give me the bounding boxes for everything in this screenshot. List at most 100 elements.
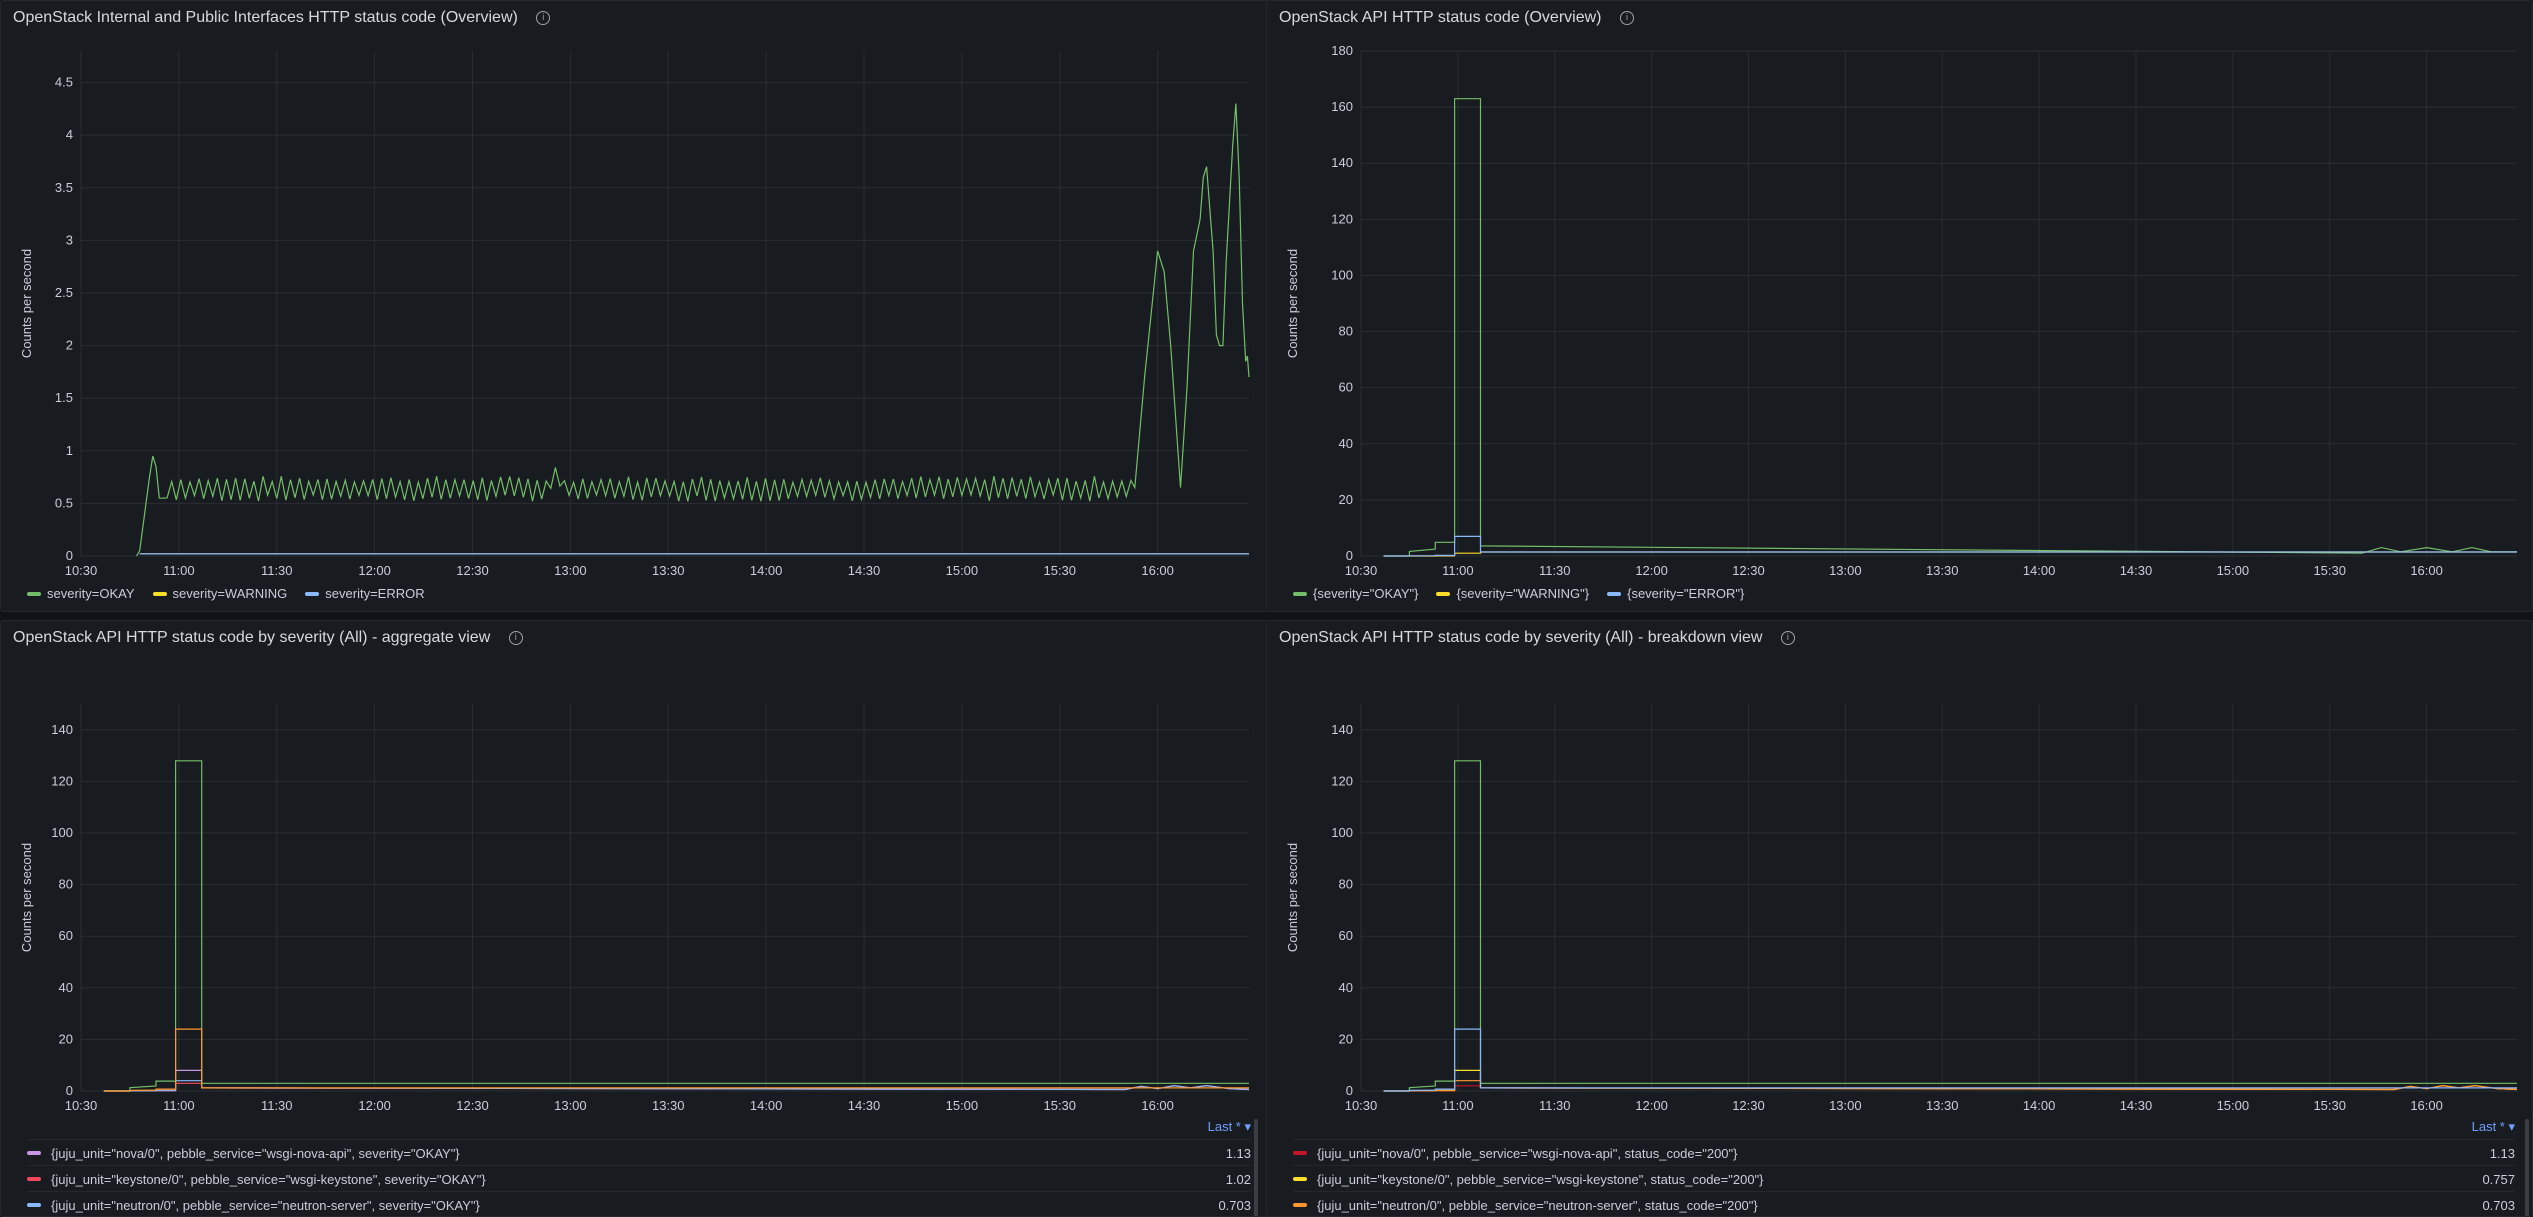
series-line-unlabeled-4 (1383, 1028, 2517, 1092)
x-tick-label: 10:30 (65, 563, 98, 578)
legend-row-neutron[interactable]: {juju_unit="neutron/0", pebble_service="… (27, 1191, 1251, 1216)
x-tick-label: 15:00 (2217, 1098, 2250, 1113)
x-tick-label: 12:00 (1635, 1098, 1668, 1113)
legend-swatch (1436, 591, 1451, 596)
y-tick-label: 140 (1331, 722, 1353, 737)
panel-title[interactable]: OpenStack API HTTP status code by severi… (1279, 629, 1795, 647)
panel-title[interactable]: OpenStack API HTTP status code by severi… (13, 629, 523, 647)
panel-breakdown-view[interactable]: OpenStack API HTTP status code by severi… (1266, 620, 2533, 1217)
legend-label: severity=WARNING (172, 586, 288, 601)
x-tick-label: 12:00 (1635, 563, 1668, 578)
x-tick-label: 15:30 (2313, 1098, 2346, 1113)
x-tick-label: 16:00 (1141, 563, 1174, 578)
panel-title-text: OpenStack Internal and Public Interfaces… (13, 9, 518, 26)
panel-api-overview[interactable]: OpenStack API HTTP status code (Overview… (1266, 0, 2533, 612)
info-icon[interactable]: i (536, 10, 551, 25)
legend-scrollbar[interactable] (2525, 1119, 2529, 1216)
x-tick-label: 13:30 (652, 1098, 685, 1113)
x-tick-label: 14:30 (2120, 563, 2153, 578)
legend-item-okay[interactable]: {severity="OKAY"} (1293, 586, 1418, 601)
y-tick-label: 1 (66, 443, 73, 458)
y-tick-label: 80 (1339, 877, 1353, 892)
info-icon[interactable]: i (508, 630, 523, 645)
x-tick-label: 14:00 (2023, 563, 2056, 578)
chart-aggregate-view[interactable]: 0 20 40 60 80 100 120 140 10:30 11:00 11:30 12:00 12… (1, 621, 1270, 1217)
legend-label: severity=OKAY (47, 586, 135, 601)
y-axis-label: Counts per second (19, 843, 34, 952)
x-tick-label: 15:00 (2217, 563, 2250, 578)
y-axis-label: Counts per second (19, 249, 34, 358)
legend-row-nova[interactable]: {juju_unit="nova/0", pebble_service="wsg… (1293, 1139, 2515, 1166)
legend-label: {severity="OKAY"} (1313, 586, 1419, 601)
x-tick-label: 13:00 (554, 563, 587, 578)
y-tick-label: 0 (66, 1083, 73, 1098)
x-tick-label: 11:00 (1442, 563, 1474, 578)
x-tick-label: 13:30 (1926, 1098, 1959, 1113)
series-line-severity-error (1383, 535, 2517, 557)
x-tick-label: 13:00 (1829, 563, 1862, 578)
y-tick-label: 4.5 (55, 75, 73, 90)
legend-row-name: {juju_unit="nova/0", pebble_service="wsg… (51, 1145, 460, 1161)
legend-item-okay[interactable]: severity=OKAY (27, 586, 135, 601)
series-line-severity-okay (135, 103, 1250, 557)
legend-sort-last[interactable]: Last * ▾ (1207, 1119, 1251, 1134)
panel-title-text: OpenStack API HTTP status code by severi… (13, 629, 491, 646)
x-tick-label: 11:30 (261, 1098, 293, 1113)
panel-internal-public-overview[interactable]: OpenStack Internal and Public Interfaces… (0, 0, 1270, 612)
y-tick-label: 20 (1339, 492, 1353, 507)
x-tick-label: 11:00 (163, 563, 195, 578)
x-tick-label: 15:00 (946, 1098, 979, 1113)
panel-title[interactable]: OpenStack API HTTP status code (Overview… (1279, 9, 1634, 27)
y-tick-label: 60 (59, 928, 73, 943)
legend-swatch (1293, 1177, 1307, 1181)
legend-swatch (1293, 1203, 1307, 1207)
x-tick-label: 12:30 (1732, 1098, 1765, 1113)
x-tick-label: 12:00 (358, 1098, 391, 1113)
y-tick-label: 1.5 (55, 390, 73, 405)
x-tick-label: 14:30 (848, 1098, 881, 1113)
legend-row-neutron[interactable]: {juju_unit="neutron/0", pebble_service="… (1293, 1191, 2515, 1216)
panel-title[interactable]: OpenStack Internal and Public Interfaces… (13, 9, 551, 27)
legend-swatch (1293, 591, 1307, 596)
legend-item-warning[interactable]: {severity="WARNING"} (1436, 586, 1589, 601)
chart-api-overview[interactable]: 0 20 40 60 80 100 120 140 160 180 10:30 11:00 11:30 1… (1267, 1, 2533, 612)
chart-breakdown-view[interactable]: 0 20 40 60 80 100 120 140 10:30 11:00 11:30 12:00 12… (1267, 621, 2533, 1217)
legend-scrollbar[interactable] (1254, 1119, 1258, 1216)
legend-swatch (1607, 591, 1622, 596)
chart-internal-public-overview[interactable]: 0 0.5 1 1.5 2 2.5 3 3.5 4 4.5 10:30 11:00 11:30 12:00… (1, 1, 1270, 612)
legend-item-error[interactable]: {severity="ERROR"} (1607, 586, 1744, 601)
legend-label: {severity="ERROR"} (1627, 586, 1745, 601)
x-tick-label: 14:30 (848, 563, 881, 578)
legend-row-nova[interactable]: {juju_unit="nova/0", pebble_service="wsg… (27, 1139, 1251, 1166)
panel-title-text: OpenStack API HTTP status code by severi… (1279, 629, 1763, 646)
legend-table: Last * ▾ {juju_unit="nova/0", pebble_ser… (27, 1119, 1251, 1216)
x-tick-label: 15:00 (946, 563, 979, 578)
info-icon[interactable]: i (1619, 10, 1634, 25)
legend-item-error[interactable]: severity=ERROR (305, 586, 425, 601)
legend-swatch (152, 591, 167, 596)
legend-swatch (27, 591, 41, 596)
info-icon[interactable]: i (1780, 630, 1795, 645)
legend-row-keystone[interactable]: {juju_unit="keystone/0", pebble_service=… (1293, 1165, 2515, 1192)
y-tick-label: 160 (1331, 99, 1353, 114)
legend-item-warning[interactable]: severity=WARNING (152, 586, 288, 601)
y-tick-label: 60 (1339, 380, 1353, 395)
legend-sort-last[interactable]: Last * ▾ (2471, 1119, 2515, 1134)
y-tick-label: 100 (1331, 825, 1353, 840)
legend-row-last: 0.703 (1218, 1197, 1251, 1213)
series-line-severity-okay (1383, 98, 2517, 557)
y-tick-label: 20 (59, 1031, 73, 1046)
series-line-juju-unit-neutron-0-pebble-service-neutron-server-status-code-200 (1383, 1080, 2518, 1092)
y-tick-label: 0.5 (55, 495, 73, 510)
legend-row-name: {juju_unit="neutron/0", pebble_service="… (51, 1197, 480, 1213)
x-tick-label: 14:00 (750, 1098, 783, 1113)
x-tick-label: 12:30 (456, 563, 489, 578)
y-tick-label: 100 (1331, 267, 1353, 282)
legend-row-last: 1.02 (1225, 1171, 1251, 1187)
y-axis-label: Counts per second (1285, 843, 1300, 952)
panel-aggregate-view[interactable]: OpenStack API HTTP status code by severi… (0, 620, 1270, 1217)
y-tick-label: 0 (66, 548, 73, 563)
legend-row-keystone[interactable]: {juju_unit="keystone/0", pebble_service=… (27, 1165, 1251, 1192)
legend-row-name: {juju_unit="keystone/0", pebble_service=… (1317, 1171, 1764, 1187)
x-tick-label: 16:00 (1141, 1098, 1174, 1113)
